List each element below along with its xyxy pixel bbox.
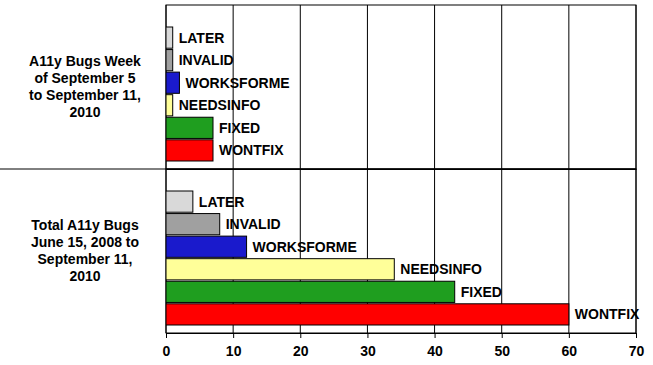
- plot-frame: [166, 5, 636, 169]
- tick-label: 30: [360, 343, 376, 359]
- category-label: NEEDSINFO: [179, 97, 261, 113]
- title-line: Total A11y Bugs: [31, 217, 139, 233]
- bar: [166, 304, 569, 325]
- tick: 20: [293, 333, 309, 359]
- tick: 50: [494, 333, 510, 359]
- title-line: September 11,: [38, 251, 133, 267]
- tick-label: 0: [163, 343, 171, 359]
- title-line: 2010: [69, 104, 100, 120]
- chart: LATER INVALID WORKSFORME NEEDSINFO FIXED WONT…: [0, 0, 653, 365]
- category-label: FIXED: [219, 120, 260, 136]
- tick: 40: [427, 333, 443, 359]
- grid-line: [636, 5, 637, 169]
- panel: LATER INVALID WORKSFORME NEEDSINFO FIXED WONT…: [166, 5, 637, 170]
- category-label: WONTFIX: [219, 142, 284, 158]
- bar: [166, 191, 193, 212]
- tick-label: 40: [427, 343, 443, 359]
- tick-label: 50: [494, 343, 510, 359]
- tick-mark: [233, 333, 234, 338]
- grid-line: [568, 5, 569, 169]
- tick-mark: [300, 333, 301, 338]
- category-label: LATER: [199, 194, 245, 210]
- tick-mark: [502, 333, 503, 338]
- category-label: WORKSFORME: [185, 75, 289, 91]
- tick-mark: [166, 333, 167, 338]
- title-line: June 15, 2008 to: [31, 234, 139, 250]
- bar: [166, 50, 173, 71]
- tick: 70: [629, 333, 645, 359]
- tick-mark: [367, 333, 368, 338]
- bar-labels: LATER INVALID WORKSFORME NEEDSINFO FIXED WONT…: [179, 30, 290, 159]
- title-line: of September 5: [34, 70, 135, 86]
- bar: [166, 214, 220, 235]
- tick: 60: [562, 333, 578, 359]
- category-label: INVALID: [226, 216, 281, 232]
- bar: [166, 140, 213, 161]
- grid-line: [501, 5, 502, 169]
- title-line: A11y Bugs Week: [29, 53, 141, 69]
- panel: LATER INVALID WORKSFORME NEEDSINFO FIXED WONT…: [163, 169, 645, 359]
- title-line: to September 11,: [29, 87, 141, 103]
- tick: 0: [163, 333, 171, 359]
- grid-line: [367, 5, 368, 169]
- title-line: 2010: [69, 268, 100, 284]
- tick: 30: [360, 333, 376, 359]
- tick-label: 10: [226, 343, 242, 359]
- panel-title: Total A11y BugsJune 15, 2008 toSeptember…: [31, 217, 139, 284]
- bars: [166, 191, 569, 325]
- grid-line: [300, 5, 301, 169]
- axis-line: [167, 334, 637, 339]
- grid: [166, 5, 636, 169]
- category-label: WONTFIX: [575, 306, 640, 322]
- category-label: FIXED: [461, 284, 502, 300]
- tick-label: 70: [629, 343, 645, 359]
- category-label: NEEDSINFO: [400, 261, 482, 277]
- bars: [166, 27, 213, 161]
- tick-label: 60: [562, 343, 578, 359]
- bar: [166, 72, 179, 93]
- grid: [166, 169, 636, 333]
- grid-line: [434, 5, 435, 169]
- bar: [166, 117, 213, 138]
- tick: 10: [226, 333, 242, 359]
- bar: [166, 259, 394, 280]
- category-label: WORKSFORME: [253, 239, 357, 255]
- plot-frame: [166, 169, 636, 333]
- category-label: LATER: [179, 30, 225, 46]
- tick-mark: [435, 333, 436, 338]
- tick-label: 20: [293, 343, 309, 359]
- bar-labels: LATER INVALID WORKSFORME NEEDSINFO FIXED WONT…: [199, 194, 640, 323]
- bar: [166, 236, 247, 257]
- panel-title: A11y Bugs Weekof September 5to September…: [29, 53, 141, 120]
- category-label: INVALID: [179, 52, 234, 68]
- x-axis: 0 10 20 30 40 50 60 70: [163, 333, 645, 359]
- tick-mark: [636, 333, 637, 338]
- panel-divider: [0, 169, 636, 170]
- tick-mark: [569, 333, 570, 338]
- bar: [166, 95, 173, 116]
- bar: [166, 27, 173, 48]
- bar: [166, 281, 455, 302]
